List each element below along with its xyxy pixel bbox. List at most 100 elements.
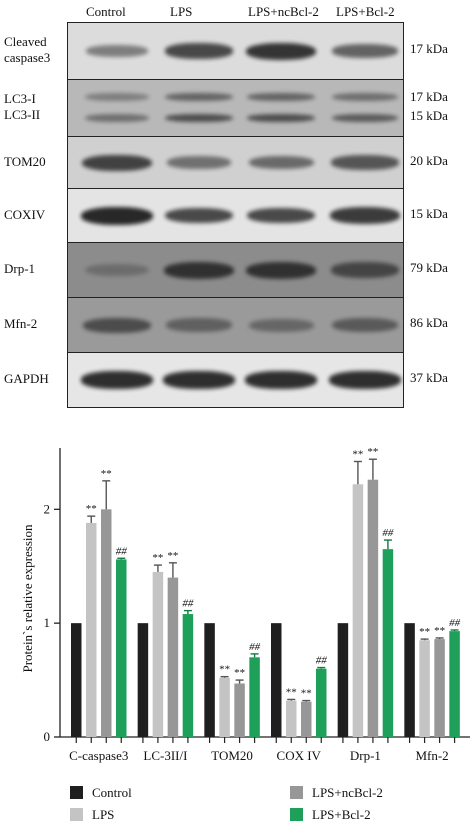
protein-band [82,154,152,171]
significance-mark: ** [367,446,378,458]
bar [234,683,245,737]
bar [182,614,194,737]
bar [167,577,179,737]
y-tick-label: 2 [44,501,51,516]
x-tick-label: C-caspase3 [69,748,128,763]
protein-band [247,114,315,123]
bar [286,700,297,737]
bar [404,623,415,737]
protein-band [331,92,399,101]
blot-panel [67,352,404,408]
legend-label: LPS+ncBcl-2 [312,785,383,800]
significance-mark: ## [116,545,128,557]
molecular-weight-label: 17 kDa [410,41,448,56]
significance-mark: ** [434,625,445,637]
significance-mark: ## [382,527,394,539]
legend-swatch [70,808,83,821]
protein-band [330,262,400,278]
western-blot-figure: Control LPS LPS+ncBcl-2 LPS+Bcl-2 Cleaved cas… [0,0,474,408]
protein-band [163,261,235,279]
significance-mark: ** [152,552,163,564]
protein-band [166,156,232,169]
protein-band [165,92,233,101]
significance-mark: ** [167,550,178,562]
protein-band [245,371,317,389]
blot-protein-label: Cleaved caspase3 [4,34,51,65]
bar [316,668,327,737]
lane-label: Control [86,4,126,19]
significance-mark: ** [219,664,230,676]
bar [219,677,230,737]
protein-band [85,45,149,57]
bar [249,657,260,737]
protein-band [245,261,317,279]
bar [116,559,127,737]
protein-band [248,318,314,332]
blot-protein-label: Drp-1 [4,261,36,276]
protein-band [331,318,399,332]
bar [152,571,164,737]
bar [101,509,112,737]
blot-protein-label: Mfn-2 [4,316,38,331]
protein-band [166,318,232,332]
legend-swatch [70,786,83,799]
bar [434,639,445,737]
significance-mark: ** [352,448,363,460]
significance-mark: ** [234,667,245,679]
lane-label: LPS+Bcl-2 [336,4,395,19]
blot-panel [67,297,404,353]
bar [449,631,460,737]
x-tick-label: Drp-1 [350,748,381,763]
legend-swatch [290,786,303,799]
blot-panel [67,136,404,189]
protein-band [246,207,316,224]
blot-panel [67,22,404,80]
blot-protein-label: GAPDH [4,371,49,386]
bar [367,479,379,737]
significance-mark: ** [101,468,112,480]
molecular-weight-label: 20 kDa [410,152,448,168]
bar [86,522,97,737]
protein-band [164,207,234,224]
protein-band [247,92,315,101]
bar [271,623,282,737]
molecular-weight-label: 79 kDa [410,260,448,275]
protein-band [84,92,150,101]
protein-band [163,371,235,389]
bar [419,640,430,737]
protein-band [331,155,399,170]
x-tick-label: LC-3II/I [143,748,187,763]
protein-band [84,263,150,277]
molecular-weight-label: 86 kDa [410,315,448,330]
legend-swatch [290,808,303,821]
significance-mark: ** [86,503,97,515]
protein-band [330,207,400,224]
bar [204,623,215,737]
blot-protein-label: TOM20 [4,153,46,169]
significance-mark: ## [316,655,328,667]
protein-band [329,371,401,389]
blot-panel [67,79,404,137]
bar [137,623,149,737]
bar [352,484,364,737]
bar [382,549,394,737]
blot-panel [67,188,404,243]
significance-mark: ** [286,686,297,698]
bar [71,623,82,737]
significance-mark: ** [419,626,430,638]
protein-band [83,317,151,333]
x-tick-label: COX IV [277,748,322,763]
protein-band [81,371,153,389]
protein-band [81,206,153,225]
protein-band [331,114,399,123]
protein-expression-bar-chart: 0 1 2 Protein`s relative expression ** ** ## C-… [20,446,470,822]
bar [301,701,312,737]
legend-label: Control [92,785,132,800]
blot-panel [67,242,404,298]
y-axis-title: Protein`s relative expression [20,524,35,673]
blot-protein-label: COXIV [4,206,46,222]
y-tick-label: 0 [44,729,51,744]
protein-band [248,156,314,169]
bar [337,623,349,737]
significance-mark: ## [182,598,194,610]
